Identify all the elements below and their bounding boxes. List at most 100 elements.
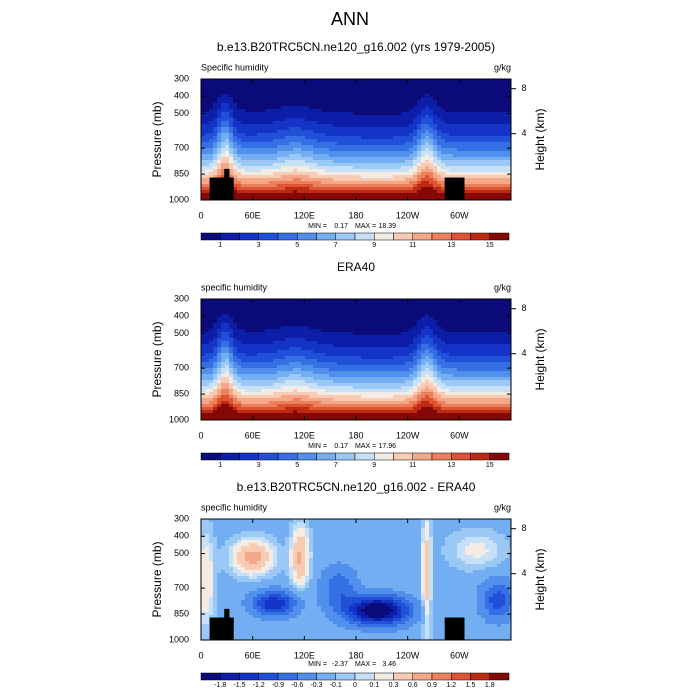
field-cell <box>221 112 226 116</box>
field-cell <box>485 118 490 122</box>
field-cell <box>289 299 294 303</box>
field-cell <box>365 100 370 104</box>
field-cell <box>289 374 294 378</box>
field-cell <box>201 335 206 339</box>
field-cell <box>261 91 266 95</box>
field-cell <box>413 181 418 185</box>
field-cell <box>293 344 298 348</box>
field-cell <box>333 187 338 191</box>
field-cell <box>449 79 454 83</box>
field-cell <box>249 79 254 83</box>
field-cell <box>413 163 418 167</box>
field-cell <box>297 407 302 411</box>
field-cell <box>337 142 342 146</box>
field-cell <box>397 196 402 200</box>
field-cell <box>265 178 270 182</box>
field-cell <box>457 127 462 131</box>
field-cell <box>265 362 270 366</box>
field-cell <box>453 88 458 92</box>
field-cell <box>345 344 350 348</box>
field-cell <box>325 404 330 408</box>
field-cell <box>289 160 294 164</box>
field-cell <box>297 329 302 333</box>
field-cell <box>277 127 282 131</box>
field-cell <box>257 365 262 369</box>
field-cell <box>485 166 490 170</box>
field-cell <box>285 353 290 357</box>
field-cell <box>253 184 258 188</box>
field-cell <box>261 196 266 200</box>
field-cell <box>305 350 310 354</box>
field-cell <box>369 142 374 146</box>
field-cell <box>225 386 230 390</box>
field-cell <box>493 124 498 128</box>
field-cell <box>345 91 350 95</box>
field-cell <box>229 118 234 122</box>
field-cell <box>417 82 422 86</box>
field-cell <box>381 115 386 119</box>
field-cell <box>241 79 246 83</box>
field-cell <box>257 395 262 399</box>
field-cell <box>477 118 482 122</box>
field-cell <box>325 112 330 116</box>
field-cell <box>249 377 254 381</box>
field-cell <box>481 79 486 83</box>
field-cell <box>277 329 282 333</box>
field-cell <box>221 413 226 417</box>
field-cell <box>261 82 266 86</box>
field-cell <box>321 368 326 372</box>
field-cell <box>313 374 318 378</box>
field-cell <box>301 109 306 113</box>
field-cell <box>253 395 258 399</box>
field-cell <box>313 335 318 339</box>
field-cell <box>501 109 506 113</box>
field-cell <box>441 175 446 179</box>
field-cell <box>485 190 490 194</box>
field-cell <box>465 151 470 155</box>
field-cell <box>221 377 226 381</box>
field-cell <box>237 178 242 182</box>
field-cell <box>289 332 294 336</box>
field-cell <box>345 371 350 375</box>
field-cell <box>261 184 266 188</box>
field-cell <box>345 383 350 387</box>
field-cell <box>305 389 310 393</box>
field-cell <box>329 320 334 324</box>
field-cell <box>473 91 478 95</box>
field-cell <box>325 338 330 342</box>
field-cell <box>421 163 426 167</box>
field-cell <box>233 299 238 303</box>
field-cell <box>309 299 314 303</box>
field-cell <box>313 103 318 107</box>
field-cell <box>505 109 510 113</box>
field-cell <box>265 139 270 143</box>
field-cell <box>337 115 342 119</box>
field-cell <box>313 317 318 321</box>
field-cell <box>245 416 250 420</box>
field-cell <box>341 392 346 396</box>
field-cell <box>413 190 418 194</box>
field-cell <box>233 305 238 309</box>
field-cell <box>321 386 326 390</box>
field-cell <box>365 401 370 405</box>
field-cell <box>349 91 354 95</box>
field-cell <box>249 91 254 95</box>
field-cell <box>297 118 302 122</box>
field-cell <box>237 79 242 83</box>
field-cell <box>333 344 338 348</box>
field-cell <box>385 154 390 158</box>
field-cell <box>241 314 246 318</box>
field-cell <box>205 157 210 161</box>
field-cell <box>497 166 502 170</box>
field-cell <box>321 88 326 92</box>
field-cell <box>461 139 466 143</box>
field-cell <box>317 410 322 414</box>
field-cell <box>489 136 494 140</box>
field-cell <box>273 314 278 318</box>
field-cell <box>441 94 446 98</box>
field-cell <box>497 124 502 128</box>
field-cell <box>425 196 430 200</box>
field-cell <box>361 320 366 324</box>
field-cell <box>241 398 246 402</box>
field-cell <box>493 79 498 83</box>
